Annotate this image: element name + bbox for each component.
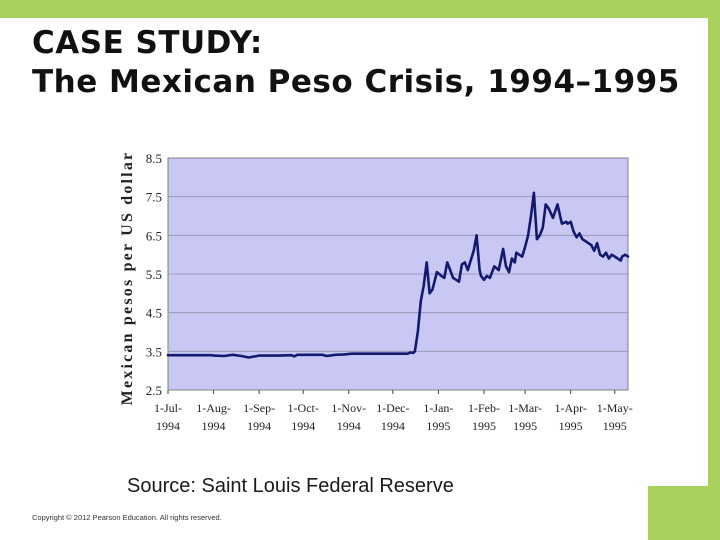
x-tick-label: 1995 — [603, 419, 627, 433]
title-line-1: CASE STUDY: — [32, 25, 263, 61]
y-tick-label: 5.5 — [146, 267, 162, 282]
slide-title: CASE STUDY: The Mexican Peso Crisis, 199… — [32, 24, 680, 102]
right-accent-strip — [708, 0, 720, 540]
source-note: Source: Saint Louis Federal Reserve — [127, 475, 454, 497]
title-line-2: The Mexican Peso Crisis, 1994–1995 — [32, 64, 680, 100]
x-tick-label: 1-May- — [597, 401, 633, 415]
x-tick-label: 1995 — [513, 419, 537, 433]
x-tick-label: 1-Aug- — [196, 401, 231, 415]
x-tick-label: 1994 — [247, 419, 271, 433]
x-tick-label: 1995 — [559, 419, 583, 433]
x-tick-label: 1994 — [337, 419, 361, 433]
x-tick-label: 1-Mar- — [508, 401, 542, 415]
x-tick-label: 1995 — [472, 419, 496, 433]
x-tick-label: 1-Apr- — [554, 401, 586, 415]
corner-accent-block — [648, 486, 720, 540]
x-tick-label: 1994 — [156, 419, 180, 433]
x-tick-label: 1994 — [202, 419, 226, 433]
y-tick-labels: 2.5 3.5 4.5 5.5 6.5 7.5 8.5 — [146, 151, 162, 398]
y-tick-label: 2.5 — [146, 383, 162, 398]
x-tick-label: 1-Feb- — [468, 401, 500, 415]
y-tick-label: 7.5 — [146, 190, 162, 205]
x-tick-label: 1-Nov- — [331, 401, 366, 415]
x-tick-label: 1995 — [426, 419, 450, 433]
y-tick-label: 6.5 — [146, 228, 162, 243]
x-tick-labels: 1-Jul- 1994 1-Aug- 1994 1-Sep- 1994 1-Oct- 1994… — [154, 390, 633, 433]
y-axis-label: Mexican pesos per US dollar — [119, 151, 136, 406]
x-tick-label: 1994 — [291, 419, 315, 433]
y-tick-label: 3.5 — [146, 344, 162, 359]
copyright-note: Copyright © 2012 Pearson Education. All … — [32, 513, 222, 522]
series-layer — [166, 191, 630, 359]
x-tick-label: 1-Oct- — [288, 401, 319, 415]
x-tick-label: 1-Sep- — [243, 401, 275, 415]
grid-lines — [168, 196, 628, 352]
x-tick-label: 1-Dec- — [376, 401, 409, 415]
top-accent-bar — [0, 0, 720, 18]
x-tick-label: 1-Jul- — [154, 401, 182, 415]
x-tick-label: 1994 — [381, 419, 405, 433]
y-tick-label: 4.5 — [146, 306, 162, 321]
y-tick-label: 8.5 — [146, 151, 162, 166]
x-tick-label: 1-Jan- — [423, 401, 453, 415]
peso-exchange-rate-chart: 2.5 3.5 4.5 5.5 6.5 7.5 8.5 1-Jul- 1994 1-Aug- 19… — [119, 151, 633, 433]
series-line — [166, 191, 630, 359]
